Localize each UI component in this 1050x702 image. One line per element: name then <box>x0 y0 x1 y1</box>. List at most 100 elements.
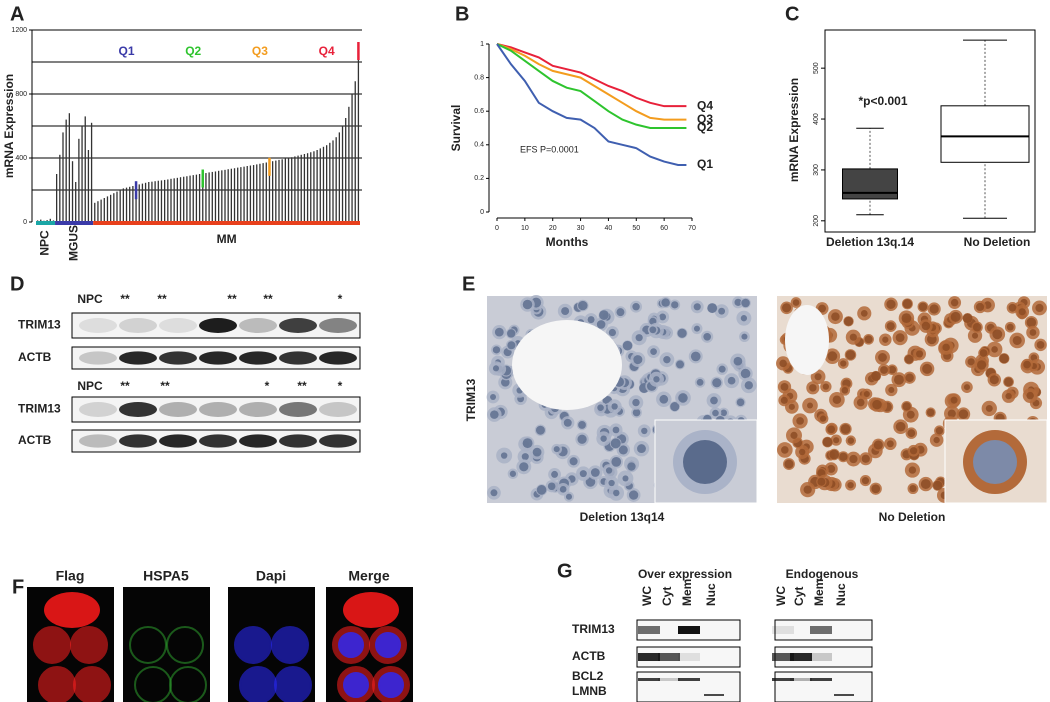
cell-nucleus <box>610 438 621 449</box>
band <box>119 318 157 333</box>
x-tick-label: 30 <box>577 225 585 232</box>
cell-nucleus <box>611 456 622 467</box>
cell-nucleus <box>605 467 613 474</box>
x-tick-label: 40 <box>605 225 613 232</box>
lane-label: ** <box>120 292 130 306</box>
cell-nucleus <box>736 398 745 407</box>
cell-nucleus <box>849 454 858 464</box>
cell-nucleus <box>578 421 586 429</box>
cell-nucleus <box>933 436 940 444</box>
cell-nucleus <box>788 403 795 410</box>
panel-letter: C <box>785 3 799 25</box>
cell-nucleus <box>806 402 813 409</box>
cell-nucleus <box>888 365 897 374</box>
inset-nucleus <box>973 440 1017 484</box>
cell-nucleus <box>985 404 993 412</box>
vessel <box>785 305 829 375</box>
panel-letter: F <box>12 576 24 598</box>
cell-nucleus <box>809 384 817 392</box>
band <box>119 351 157 365</box>
band <box>199 351 237 365</box>
cell-nucleus <box>608 479 615 487</box>
cell-nucleus <box>780 382 789 391</box>
cell-nucleus <box>659 313 667 321</box>
lane-label: ** <box>157 292 167 306</box>
band <box>319 351 357 365</box>
cell-nucleus <box>1006 323 1014 331</box>
cell-nucleus <box>921 321 931 331</box>
cell-nucleus <box>744 381 753 390</box>
cell-nucleus <box>740 315 748 322</box>
cell-nucleus <box>490 393 497 401</box>
cell-nucleus <box>976 360 987 370</box>
cell-nucleus <box>886 299 896 309</box>
cell-nucleus <box>926 408 935 417</box>
cell-nucleus <box>1035 303 1044 313</box>
cell-nucleus <box>920 479 931 490</box>
cell-nucleus <box>628 490 639 500</box>
cell-nucleus <box>902 402 911 411</box>
cell-nucleus <box>678 393 688 403</box>
band <box>159 351 197 365</box>
cell-nucleus <box>847 437 855 444</box>
quartile-label: Q2 <box>185 44 201 58</box>
cell-nucleus <box>827 464 836 473</box>
cell-nucleus <box>803 485 812 494</box>
panel-letter: B <box>455 3 469 25</box>
cell-nucleus <box>519 462 529 472</box>
cell-nucleus <box>577 434 587 444</box>
row-label: ACTB <box>18 433 52 447</box>
y-tick-label: 0 <box>480 209 484 216</box>
band <box>658 653 680 661</box>
cell-nucleus <box>886 322 895 331</box>
cell-nucleus <box>929 304 939 314</box>
cell-nucleus <box>895 421 906 432</box>
cell-nucleus <box>909 485 917 493</box>
band <box>279 434 317 448</box>
lane-label: Cyt <box>792 587 806 606</box>
vessel <box>512 320 622 410</box>
x-tick-label: Deletion 13q.14 <box>826 235 914 249</box>
group-title: Over expression <box>638 567 732 581</box>
cell-nucleus <box>975 302 985 312</box>
cell-nucleus <box>832 395 842 405</box>
caption: Deletion 13q14 <box>580 510 665 524</box>
x-tick-label: No Deletion <box>964 235 1031 249</box>
cell-nucleus <box>958 409 969 419</box>
cell-nucleus <box>608 328 617 337</box>
cell-nucleus <box>1029 329 1037 336</box>
band <box>319 402 357 417</box>
fluor-cell <box>70 626 108 664</box>
cell-nucleus <box>600 435 607 442</box>
row-label: ACTB <box>572 649 606 663</box>
y-tick-label: 0.6 <box>474 108 484 115</box>
row-label: TRIM13 <box>18 402 61 416</box>
band <box>810 653 832 661</box>
lane-label: ** <box>297 379 307 393</box>
panel-letter: A <box>10 3 24 25</box>
annotation: *p<0.001 <box>858 94 907 108</box>
band <box>159 402 197 417</box>
cell-nucleus <box>693 325 700 332</box>
cell-nucleus <box>507 341 516 350</box>
cell-nucleus <box>779 359 787 368</box>
fluor-cell <box>343 672 369 698</box>
y-tick-label: 800 <box>15 91 27 98</box>
x-tick-label: 20 <box>549 225 557 232</box>
cell-nucleus <box>579 470 587 478</box>
cell-nucleus <box>622 340 633 351</box>
cell-nucleus <box>613 489 620 497</box>
cell-nucleus <box>578 300 588 311</box>
band <box>678 653 700 661</box>
cell-nucleus <box>871 484 881 494</box>
lane-label: ** <box>263 292 273 306</box>
cell-nucleus <box>521 453 529 461</box>
cell-nucleus <box>819 415 827 422</box>
cell-nucleus <box>553 446 560 453</box>
cell-nucleus <box>901 313 912 324</box>
cell-nucleus <box>873 440 883 450</box>
cell-nucleus <box>653 376 660 383</box>
blot <box>636 671 741 702</box>
band <box>772 626 794 634</box>
